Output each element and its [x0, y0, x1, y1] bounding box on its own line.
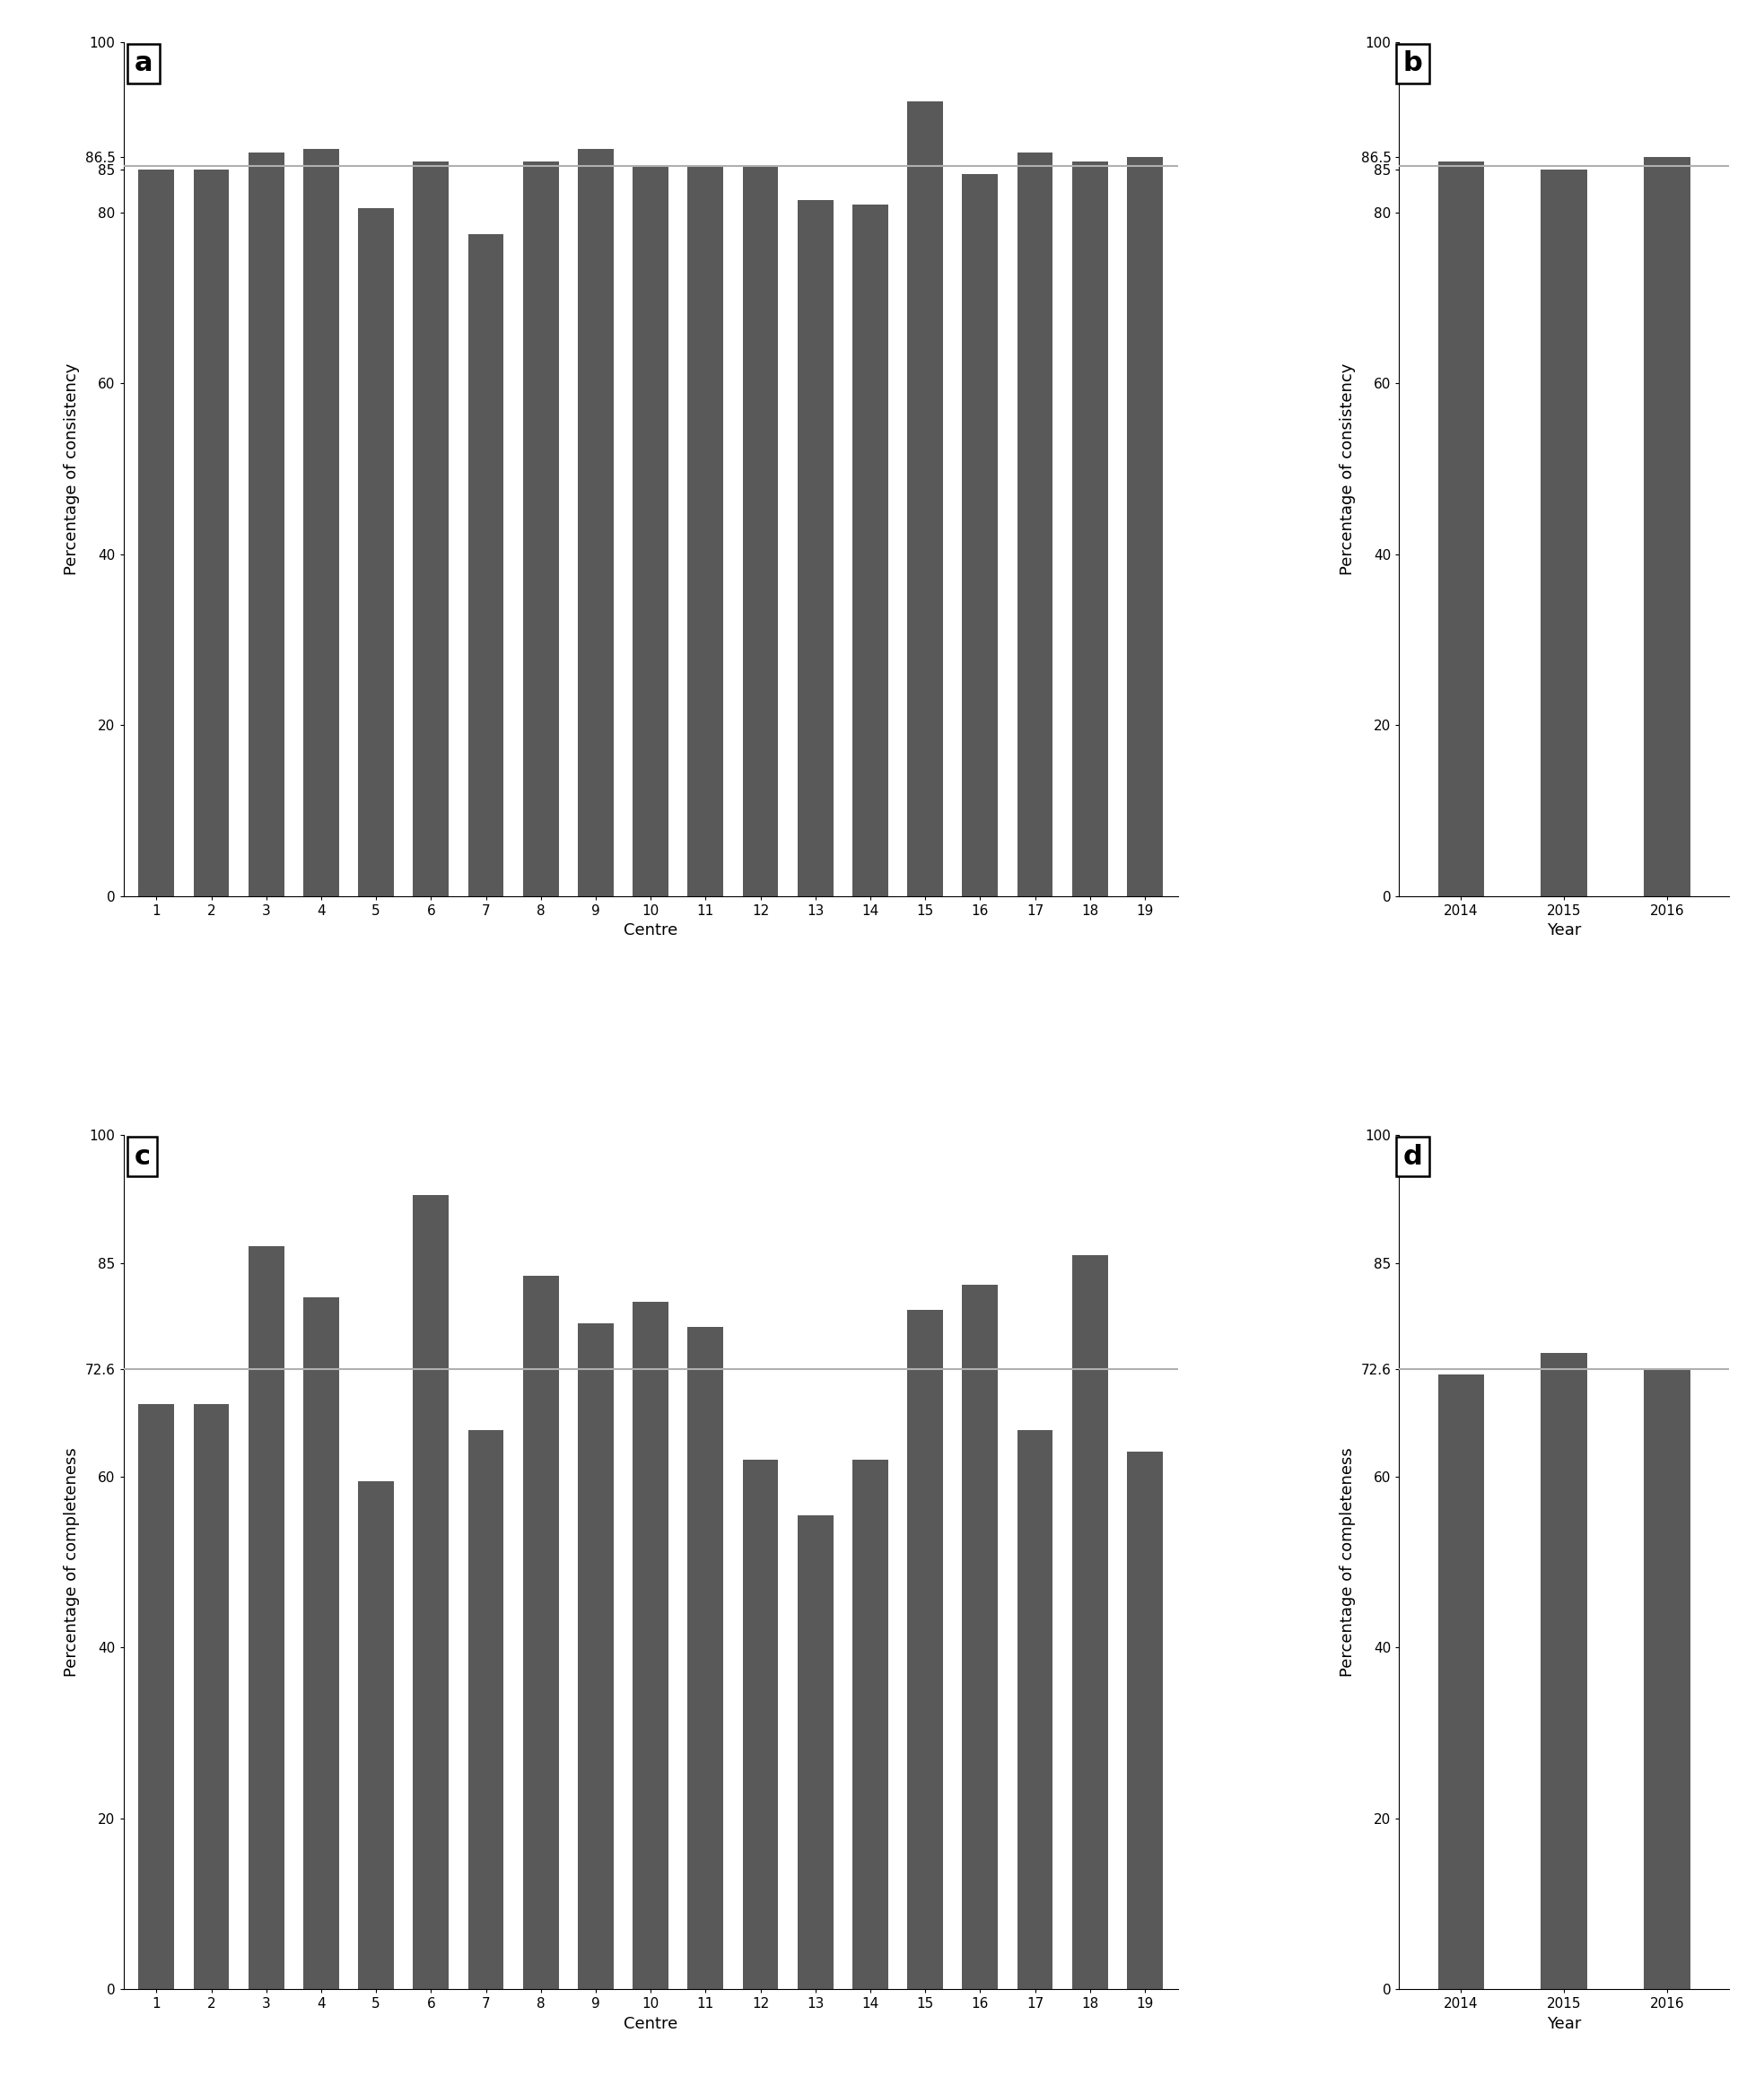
Bar [413, 1196, 448, 1989]
Bar [522, 161, 559, 896]
Bar [633, 1302, 669, 1989]
Bar [797, 199, 833, 896]
X-axis label: Year: Year [1547, 923, 1581, 938]
Bar [1540, 1353, 1588, 1989]
Bar [579, 1323, 614, 1989]
Bar [743, 1460, 778, 1989]
Bar [1644, 157, 1690, 896]
Bar [1438, 1374, 1484, 1989]
X-axis label: Centre: Centre [624, 923, 677, 938]
Bar [139, 1405, 175, 1989]
Bar [467, 1430, 505, 1989]
Bar [852, 1460, 887, 1989]
Bar [1018, 153, 1053, 896]
Bar [963, 174, 998, 896]
Bar [797, 1516, 833, 1989]
Bar [1127, 157, 1162, 896]
Bar [852, 203, 887, 896]
Text: c: c [134, 1143, 150, 1171]
Bar [907, 1311, 944, 1989]
Bar [467, 235, 505, 896]
Bar [303, 149, 339, 896]
Bar [249, 153, 284, 896]
Bar [358, 1480, 393, 1989]
X-axis label: Centre: Centre [624, 2017, 677, 2031]
Bar [1438, 161, 1484, 896]
Bar [743, 165, 778, 896]
Bar [303, 1298, 339, 1989]
Bar [688, 1328, 723, 1989]
Y-axis label: Percentage of consistency: Percentage of consistency [1339, 362, 1357, 576]
Bar [633, 165, 669, 896]
Bar [139, 170, 175, 896]
Bar [358, 209, 393, 896]
Y-axis label: Percentage of completeness: Percentage of completeness [1339, 1447, 1357, 1677]
Bar [194, 1405, 229, 1989]
Bar [194, 170, 229, 896]
Bar [688, 165, 723, 896]
Bar [1644, 1369, 1690, 1989]
Bar [413, 161, 448, 896]
Bar [907, 103, 944, 896]
Bar [1540, 170, 1588, 896]
Bar [579, 149, 614, 896]
Bar [1073, 161, 1108, 896]
Text: b: b [1402, 50, 1422, 77]
Bar [522, 1275, 559, 1989]
Text: d: d [1402, 1143, 1422, 1171]
Bar [1073, 1254, 1108, 1989]
Bar [963, 1284, 998, 1989]
X-axis label: Year: Year [1547, 2017, 1581, 2031]
Text: a: a [134, 50, 152, 77]
Bar [1018, 1430, 1053, 1989]
Y-axis label: Percentage of completeness: Percentage of completeness [64, 1447, 79, 1677]
Bar [1127, 1451, 1162, 1989]
Y-axis label: Percentage of consistency: Percentage of consistency [64, 362, 79, 576]
Bar [249, 1246, 284, 1989]
